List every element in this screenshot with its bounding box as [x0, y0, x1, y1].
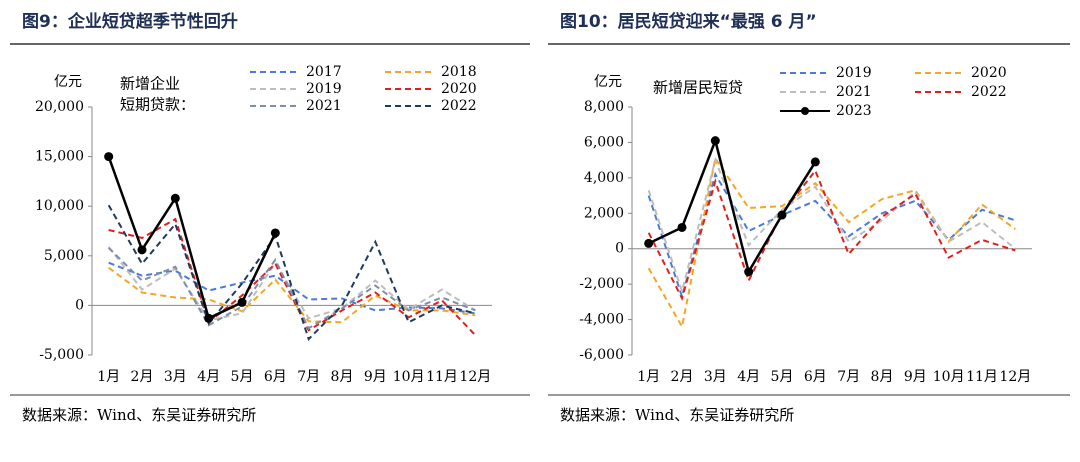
- y-axis-label: 亿元: [54, 74, 82, 90]
- y-tick-label: -4,000: [579, 312, 624, 328]
- y-tick-label: -6,000: [579, 347, 624, 363]
- y-tick-label: -2,000: [579, 276, 624, 292]
- x-tick-label: 9月: [904, 369, 927, 385]
- source: 数据来源：Wind、东吴证券研究所: [22, 406, 256, 424]
- series-line: [648, 136, 817, 275]
- series-line: [107, 156, 277, 321]
- series-line: [107, 246, 476, 322]
- x-tick-label: 4月: [737, 369, 760, 385]
- annotation: 新增企业: [120, 75, 180, 93]
- legend-label: 2018: [441, 64, 477, 80]
- legend-label: 2022: [441, 98, 477, 114]
- x-tick-label: 6月: [264, 369, 287, 385]
- legend-label: 2021: [306, 98, 342, 114]
- x-tick-label: 11月: [966, 369, 998, 385]
- x-tick-label: 9月: [364, 369, 387, 385]
- y-tick-label: 10,000: [35, 198, 84, 214]
- x-tick-label: 5月: [231, 369, 254, 385]
- legend-label: 2023: [836, 103, 872, 119]
- marker: [137, 245, 147, 255]
- x-tick-label: 1月: [637, 369, 660, 385]
- y-tick-label: 0: [75, 297, 84, 313]
- x-tick-label: 1月: [97, 369, 120, 385]
- y-tick-label: 8,000: [584, 99, 624, 115]
- x-tick-label: 12月: [459, 369, 491, 385]
- chart-title: 图9：企业短贷超季节性回升: [22, 11, 238, 32]
- x-tick-label: 3月: [704, 369, 727, 385]
- x-tick-label: 3月: [164, 369, 187, 385]
- y-tick-label: 4,000: [584, 170, 624, 186]
- x-tick-label: 7月: [297, 369, 320, 385]
- legend-marker: [801, 107, 809, 115]
- y-tick-label: 2,000: [584, 205, 624, 221]
- legend-label: 2020: [441, 81, 477, 97]
- x-tick-label: 11月: [426, 369, 458, 385]
- marker: [810, 157, 820, 167]
- source: 数据来源：Wind、东吴证券研究所: [560, 406, 794, 424]
- series-line: [647, 168, 1016, 302]
- x-tick-label: 10月: [393, 369, 425, 385]
- marker: [644, 238, 654, 248]
- x-tick-label: 8月: [871, 369, 894, 385]
- marker: [237, 297, 247, 307]
- x-tick-label: 7月: [837, 369, 860, 385]
- x-tick-label: 2月: [671, 369, 694, 385]
- marker: [777, 210, 787, 220]
- marker: [204, 313, 214, 323]
- legend-label: 2017: [306, 64, 342, 80]
- series-line: [108, 261, 476, 315]
- marker: [710, 136, 720, 146]
- legend-label: 2022: [971, 84, 1007, 100]
- series-line: [107, 247, 476, 330]
- y-tick-label: 15,000: [35, 149, 84, 165]
- legend-label: 2019: [836, 65, 872, 81]
- annotation: 短期贷款：: [120, 96, 195, 114]
- x-tick-label: 4月: [197, 369, 220, 385]
- x-tick-label: 12月: [999, 369, 1031, 385]
- chart-title: 图10：居民短贷迎来“最强 6 月”: [560, 11, 817, 32]
- y-tick-label: 6,000: [584, 134, 624, 150]
- x-tick-label: 10月: [933, 369, 965, 385]
- y-tick-label: -5,000: [39, 347, 84, 363]
- series-line: [647, 155, 1016, 330]
- annotation: 新增居民短贷: [653, 79, 743, 97]
- y-tick-label: 20,000: [35, 99, 84, 115]
- y-axis-label: 亿元: [594, 74, 622, 90]
- legend-label: 2020: [971, 65, 1007, 81]
- series-line: [107, 204, 476, 342]
- marker: [270, 228, 280, 238]
- series-line: [647, 171, 1016, 301]
- marker: [677, 222, 687, 232]
- marker: [744, 267, 754, 277]
- series-line: [647, 156, 1016, 295]
- y-tick-label: 0: [615, 241, 624, 257]
- x-tick-label: 6月: [804, 369, 827, 385]
- series-line: [108, 266, 476, 324]
- legend-label: 2021: [836, 84, 872, 100]
- x-tick-label: 5月: [771, 369, 794, 385]
- y-tick-label: 5,000: [44, 248, 84, 264]
- marker: [170, 193, 180, 203]
- x-tick-label: 2月: [131, 369, 154, 385]
- x-tick-label: 8月: [331, 369, 354, 385]
- legend-label: 2019: [306, 81, 342, 97]
- marker: [104, 152, 114, 162]
